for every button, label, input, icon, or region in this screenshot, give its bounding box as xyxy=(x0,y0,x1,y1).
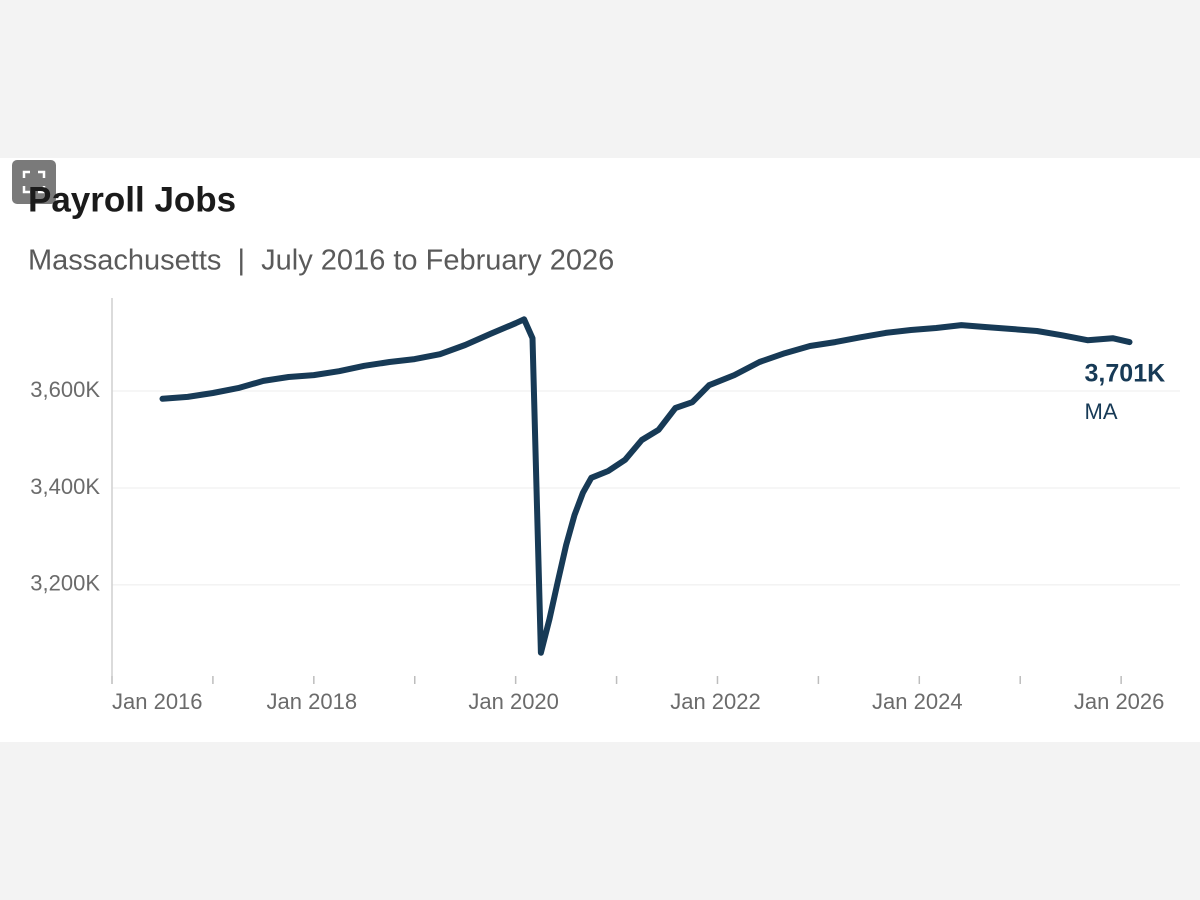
expand-icon[interactable] xyxy=(12,160,56,204)
series-label: MA xyxy=(1085,399,1118,424)
x-tick-label: Jan 2016 xyxy=(112,689,203,714)
y-tick-label: 3,600K xyxy=(30,377,100,402)
x-tick-label: Jan 2020 xyxy=(468,689,559,714)
x-tick-label: Jan 2018 xyxy=(267,689,358,714)
line-series xyxy=(159,316,1133,656)
x-tick-label: Jan 2022 xyxy=(670,689,761,714)
panel xyxy=(0,158,1200,742)
chart-title: Payroll Jobs xyxy=(28,180,236,219)
x-tick-label: Jan 2026 xyxy=(1074,689,1165,714)
x-tick-label: Jan 2024 xyxy=(872,689,963,714)
y-tick-label: 3,200K xyxy=(30,571,100,596)
y-tick-label: 3,400K xyxy=(30,474,100,499)
chart-subtitle: Massachusetts | July 2016 to February 20… xyxy=(28,245,614,277)
expand-glyph xyxy=(22,170,46,194)
value-label: 3,701K xyxy=(1085,360,1166,388)
